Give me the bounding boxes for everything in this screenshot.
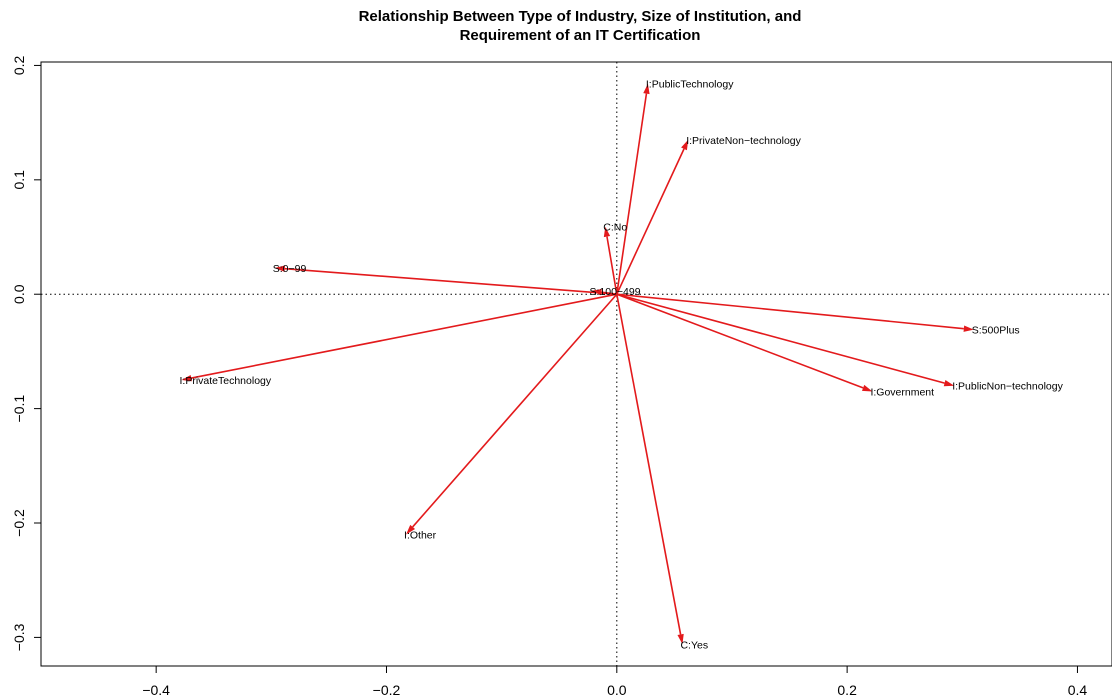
arrow-shaft <box>616 148 685 295</box>
arrow-shaft <box>606 236 618 295</box>
arrow-i-other <box>406 293 618 535</box>
x-tick-label: 0.0 <box>607 682 627 698</box>
arrow-head <box>963 325 974 332</box>
arrow-shaft <box>412 293 618 528</box>
arrow-i-privatenon-technology <box>616 139 689 295</box>
point-label-s-500plus: S:500Plus <box>972 325 1020 337</box>
arrow-i-publicnon-technology <box>616 293 955 387</box>
y-tick-label: 0.0 <box>11 284 27 304</box>
point-label-i-publicnon-technology: I:PublicNon−technology <box>952 381 1063 393</box>
arrow-shaft <box>284 267 617 296</box>
y-tick-label: 0.2 <box>11 55 27 75</box>
point-label-i-privatetechnology: I:PrivateTechnology <box>179 375 271 387</box>
arrow-head <box>274 265 285 272</box>
point-label-c-no: C:No <box>603 222 627 234</box>
y-tick-label: −0.3 <box>11 623 27 651</box>
arrow-shaft <box>616 93 648 295</box>
point-label-s-100-499: S:100−499 <box>589 286 640 298</box>
x-tick-label: −0.2 <box>373 682 401 698</box>
arrow-head <box>591 288 602 296</box>
point-labels: I:PublicTechnology I:PrivateNon−technolog… <box>179 79 1063 652</box>
arrow-s-0-99 <box>274 265 617 296</box>
x-tick-label: 0.2 <box>837 682 857 698</box>
chart-title: Relationship Between Type of Industry, S… <box>359 8 802 44</box>
arrow-i-privatetechnology <box>181 293 617 382</box>
arrow-head <box>181 374 192 382</box>
arrow-s-100-499 <box>591 288 617 296</box>
arrow-shaft <box>616 293 945 384</box>
arrow-series <box>181 83 974 645</box>
y-tick-label: −0.2 <box>11 509 27 537</box>
arrow-head <box>861 384 873 392</box>
arrow-head <box>406 524 416 535</box>
point-label-i-privatenon-technology: I:PrivateNon−technology <box>686 135 801 147</box>
point-label-i-government: I:Government <box>870 386 934 398</box>
point-label-c-yes: C:Yes <box>680 639 708 651</box>
arrow-head <box>681 139 689 151</box>
point-label-s-0-99: S:0−99 <box>273 263 307 275</box>
point-label-i-other: I:Other <box>404 529 437 541</box>
arrow-shaft <box>616 293 864 389</box>
y-tick-label: −0.1 <box>11 395 27 423</box>
arrow-c-no <box>603 226 618 295</box>
arrow-shaft <box>616 293 964 330</box>
arrow-i-publictechnology <box>616 83 650 295</box>
arrow-shaft <box>191 293 617 379</box>
arrow-i-government <box>616 293 873 392</box>
x-tick-label: 0.4 <box>1068 682 1088 698</box>
chart-title-line-1: Relationship Between Type of Industry, S… <box>359 8 802 25</box>
x-axis: −0.4 −0.2 0.0 0.2 0.4 <box>142 666 1087 698</box>
arrow-shaft <box>616 294 682 635</box>
arrow-head <box>643 83 650 95</box>
y-axis: −0.3 −0.2 −0.1 0.0 0.1 0.2 <box>11 55 41 651</box>
y-tick-label: 0.1 <box>11 170 27 190</box>
plot-frame <box>40 61 1112 667</box>
point-label-i-publictechnology: I:PublicTechnology <box>646 79 734 91</box>
arrow-head <box>943 380 955 387</box>
chart-title-line-2: Requirement of an IT Certification <box>460 27 701 44</box>
arrow-head <box>603 226 611 238</box>
arrow-shaft <box>601 291 617 296</box>
arrow-head <box>677 633 684 645</box>
arrow-c-yes <box>616 294 684 645</box>
arrow-s-500plus <box>616 293 974 332</box>
x-tick-label: −0.4 <box>142 682 170 698</box>
reference-lines <box>41 62 1112 666</box>
